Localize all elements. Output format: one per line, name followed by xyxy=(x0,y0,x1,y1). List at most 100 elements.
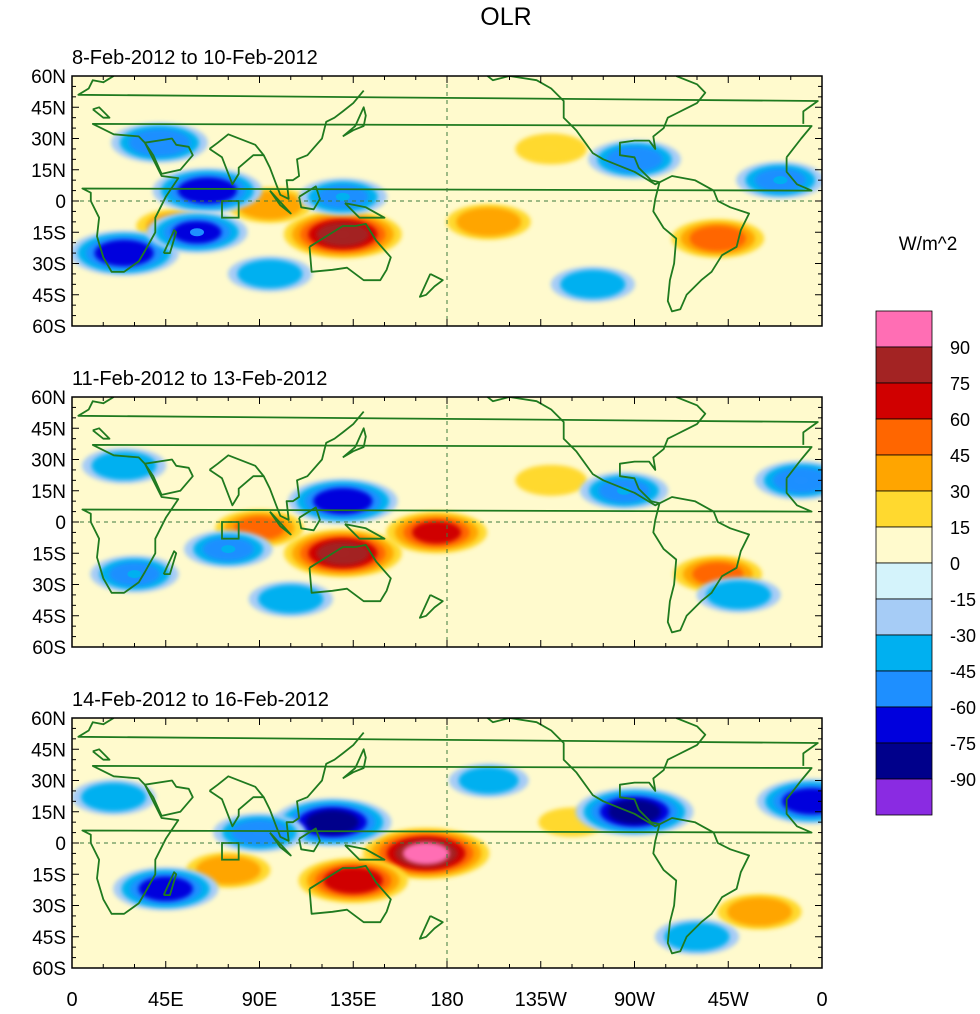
coastline xyxy=(486,76,707,186)
coastline xyxy=(92,748,111,761)
coastline xyxy=(269,831,292,857)
y-tick-label: 30S xyxy=(32,897,66,918)
colorbar-swatch xyxy=(875,418,933,456)
y-tick-label: 45S xyxy=(32,286,66,307)
coastline xyxy=(419,594,444,619)
y-tick-label: 15S xyxy=(32,223,66,244)
anomaly-core xyxy=(335,497,350,506)
coastline xyxy=(652,817,750,955)
coastline xyxy=(308,865,392,924)
y-tick-label: 15N xyxy=(31,803,66,824)
x-tick-label: 90W xyxy=(614,989,655,1011)
anomaly-core xyxy=(544,144,559,153)
colorbar-swatch xyxy=(875,706,933,744)
coastlines xyxy=(77,76,819,313)
colorbar-level-label: 30 xyxy=(950,482,970,502)
coastlines xyxy=(77,718,819,955)
colorbar-level-label: -90 xyxy=(950,770,976,790)
anomaly-core xyxy=(429,528,444,537)
anomaly-core xyxy=(585,280,600,289)
anomaly-core xyxy=(419,849,434,858)
anomaly-core xyxy=(127,570,142,579)
colorbar-swatch xyxy=(875,598,933,636)
anomaly-core xyxy=(221,866,236,875)
coastline xyxy=(342,748,367,780)
coastline xyxy=(262,411,365,521)
anomaly-core xyxy=(731,590,746,599)
y-tick-label: 60N xyxy=(31,67,66,88)
y-tick-label: 60S xyxy=(32,317,66,338)
colorbar: W/m^2 90 75 60 45 30 15 0 -15 -30 -45 -60 -75 -90 xyxy=(875,234,976,816)
coastline xyxy=(92,106,111,119)
coastline xyxy=(486,397,707,507)
y-tick-label: 45N xyxy=(31,740,66,761)
y-tick-label: 0 xyxy=(55,513,66,534)
y-tick-label: 45S xyxy=(32,928,66,949)
anomaly-core xyxy=(794,476,809,485)
anomaly-core xyxy=(262,201,277,210)
coastline xyxy=(262,90,365,200)
colorbar-swatch xyxy=(875,562,933,600)
x-tick-label: 45W xyxy=(708,989,749,1011)
coastline xyxy=(344,844,386,861)
coastline xyxy=(162,229,178,254)
coastline xyxy=(419,273,444,298)
y-tick-label: 15N xyxy=(31,482,66,503)
coastline xyxy=(298,827,321,853)
anomaly-field xyxy=(81,447,822,617)
anomaly-field xyxy=(72,122,822,303)
coastline xyxy=(342,106,367,138)
anomaly-core xyxy=(804,797,819,806)
ticks xyxy=(71,75,823,327)
x-tick-label: 90E xyxy=(242,989,278,1011)
coastline xyxy=(81,444,813,594)
y-tick-label: 15S xyxy=(32,865,66,886)
coastline xyxy=(419,915,444,940)
colorbar-level-label: 45 xyxy=(950,446,970,466)
anomaly-field xyxy=(72,763,822,955)
anomaly-core xyxy=(200,186,215,195)
anomaly-core xyxy=(335,549,350,558)
anomaly-core xyxy=(335,192,350,201)
colorbar-level-label: 0 xyxy=(950,554,960,574)
colorbar-level-label: -45 xyxy=(950,662,976,682)
anomaly-core xyxy=(690,932,704,941)
anomaly-core xyxy=(710,570,725,579)
anomaly-core xyxy=(752,907,767,916)
coastline xyxy=(728,718,730,719)
y-tick-label: 45N xyxy=(31,98,66,119)
colorbar-swatch xyxy=(875,742,933,780)
panel-subtitle: 8-Feb-2012 to 10-Feb-2012 xyxy=(72,47,318,69)
coastline xyxy=(269,189,292,215)
region-box xyxy=(221,521,240,540)
anomaly-core xyxy=(106,793,121,802)
coastline xyxy=(652,175,750,313)
ticks xyxy=(71,396,823,648)
x-tick-label: 135E xyxy=(330,989,377,1011)
colorbar-level-label: 60 xyxy=(950,410,970,430)
x-tick-label: 180 xyxy=(430,989,463,1011)
coastline xyxy=(298,185,321,211)
coastline xyxy=(262,732,365,842)
y-tick-label: 15S xyxy=(32,544,66,565)
coastline xyxy=(308,223,392,282)
y-tick-label: 60S xyxy=(32,638,66,659)
coastline xyxy=(77,397,819,445)
colorbar-swatch xyxy=(875,778,933,816)
anomaly-core xyxy=(117,461,132,470)
y-tick-label: 0 xyxy=(55,834,66,855)
colorbar-level-label: -75 xyxy=(950,734,976,754)
anomaly-core xyxy=(190,228,204,237)
x-axis-labels: 0 45E 90E 135E 180 135W 90W 45W 0 xyxy=(66,989,827,1011)
y-tick-label: 30N xyxy=(31,772,66,793)
anomaly-contour xyxy=(781,788,822,815)
coastline xyxy=(144,137,194,175)
anomaly-core xyxy=(262,269,277,278)
coastline xyxy=(308,544,392,603)
y-tick-label: 45S xyxy=(32,607,66,628)
coastline xyxy=(486,718,707,828)
colorbar-level-label: -15 xyxy=(950,590,976,610)
coastline xyxy=(81,765,813,915)
colorbar-swatch xyxy=(875,526,933,564)
coastline xyxy=(344,202,386,219)
